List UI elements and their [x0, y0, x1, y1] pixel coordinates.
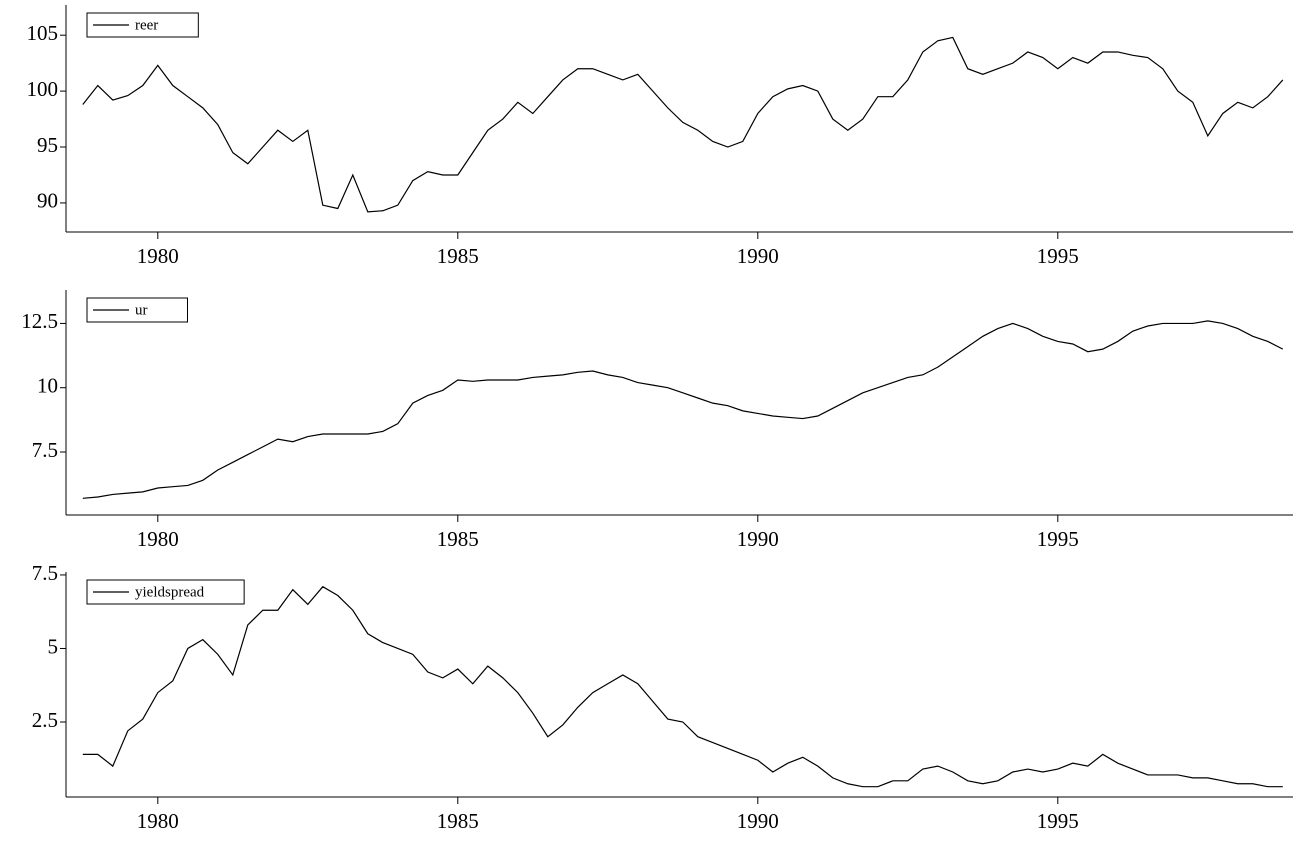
x-tick-label: 1980 — [137, 809, 179, 833]
series-line — [82, 320, 1284, 499]
y-tick-label: 7.5 — [32, 438, 58, 462]
y-tick-label: 90 — [37, 189, 58, 213]
y-tick-label: 95 — [37, 133, 58, 157]
x-tick-label: 1985 — [437, 527, 479, 551]
y-tick-label: 7.5 — [32, 561, 58, 585]
legend-label: reer — [135, 17, 158, 33]
y-tick-label: 12.5 — [21, 309, 58, 333]
legend-box — [86, 12, 199, 38]
y-tick-label: 2.5 — [32, 708, 58, 732]
y-tick-label: 100 — [27, 77, 59, 101]
x-tick-label: 1990 — [737, 527, 779, 551]
x-tick-label: 1980 — [137, 527, 179, 551]
x-tick-label: 1990 — [737, 244, 779, 268]
series-line — [82, 585, 1283, 788]
legend-label: yieldspread — [135, 584, 205, 600]
x-tick-label: 1995 — [1037, 527, 1079, 551]
y-tick-label: 105 — [27, 21, 59, 45]
x-tick-label: 1980 — [137, 244, 179, 268]
x-tick-label: 1985 — [437, 244, 479, 268]
y-tick-label: 5 — [48, 634, 59, 658]
legend-label: ur — [135, 302, 148, 318]
series-line — [82, 36, 1284, 213]
x-tick-label: 1995 — [1037, 244, 1079, 268]
x-tick-label: 1985 — [437, 809, 479, 833]
x-tick-label: 1995 — [1037, 809, 1079, 833]
y-tick-label: 10 — [37, 374, 58, 398]
x-tick-label: 1990 — [737, 809, 779, 833]
